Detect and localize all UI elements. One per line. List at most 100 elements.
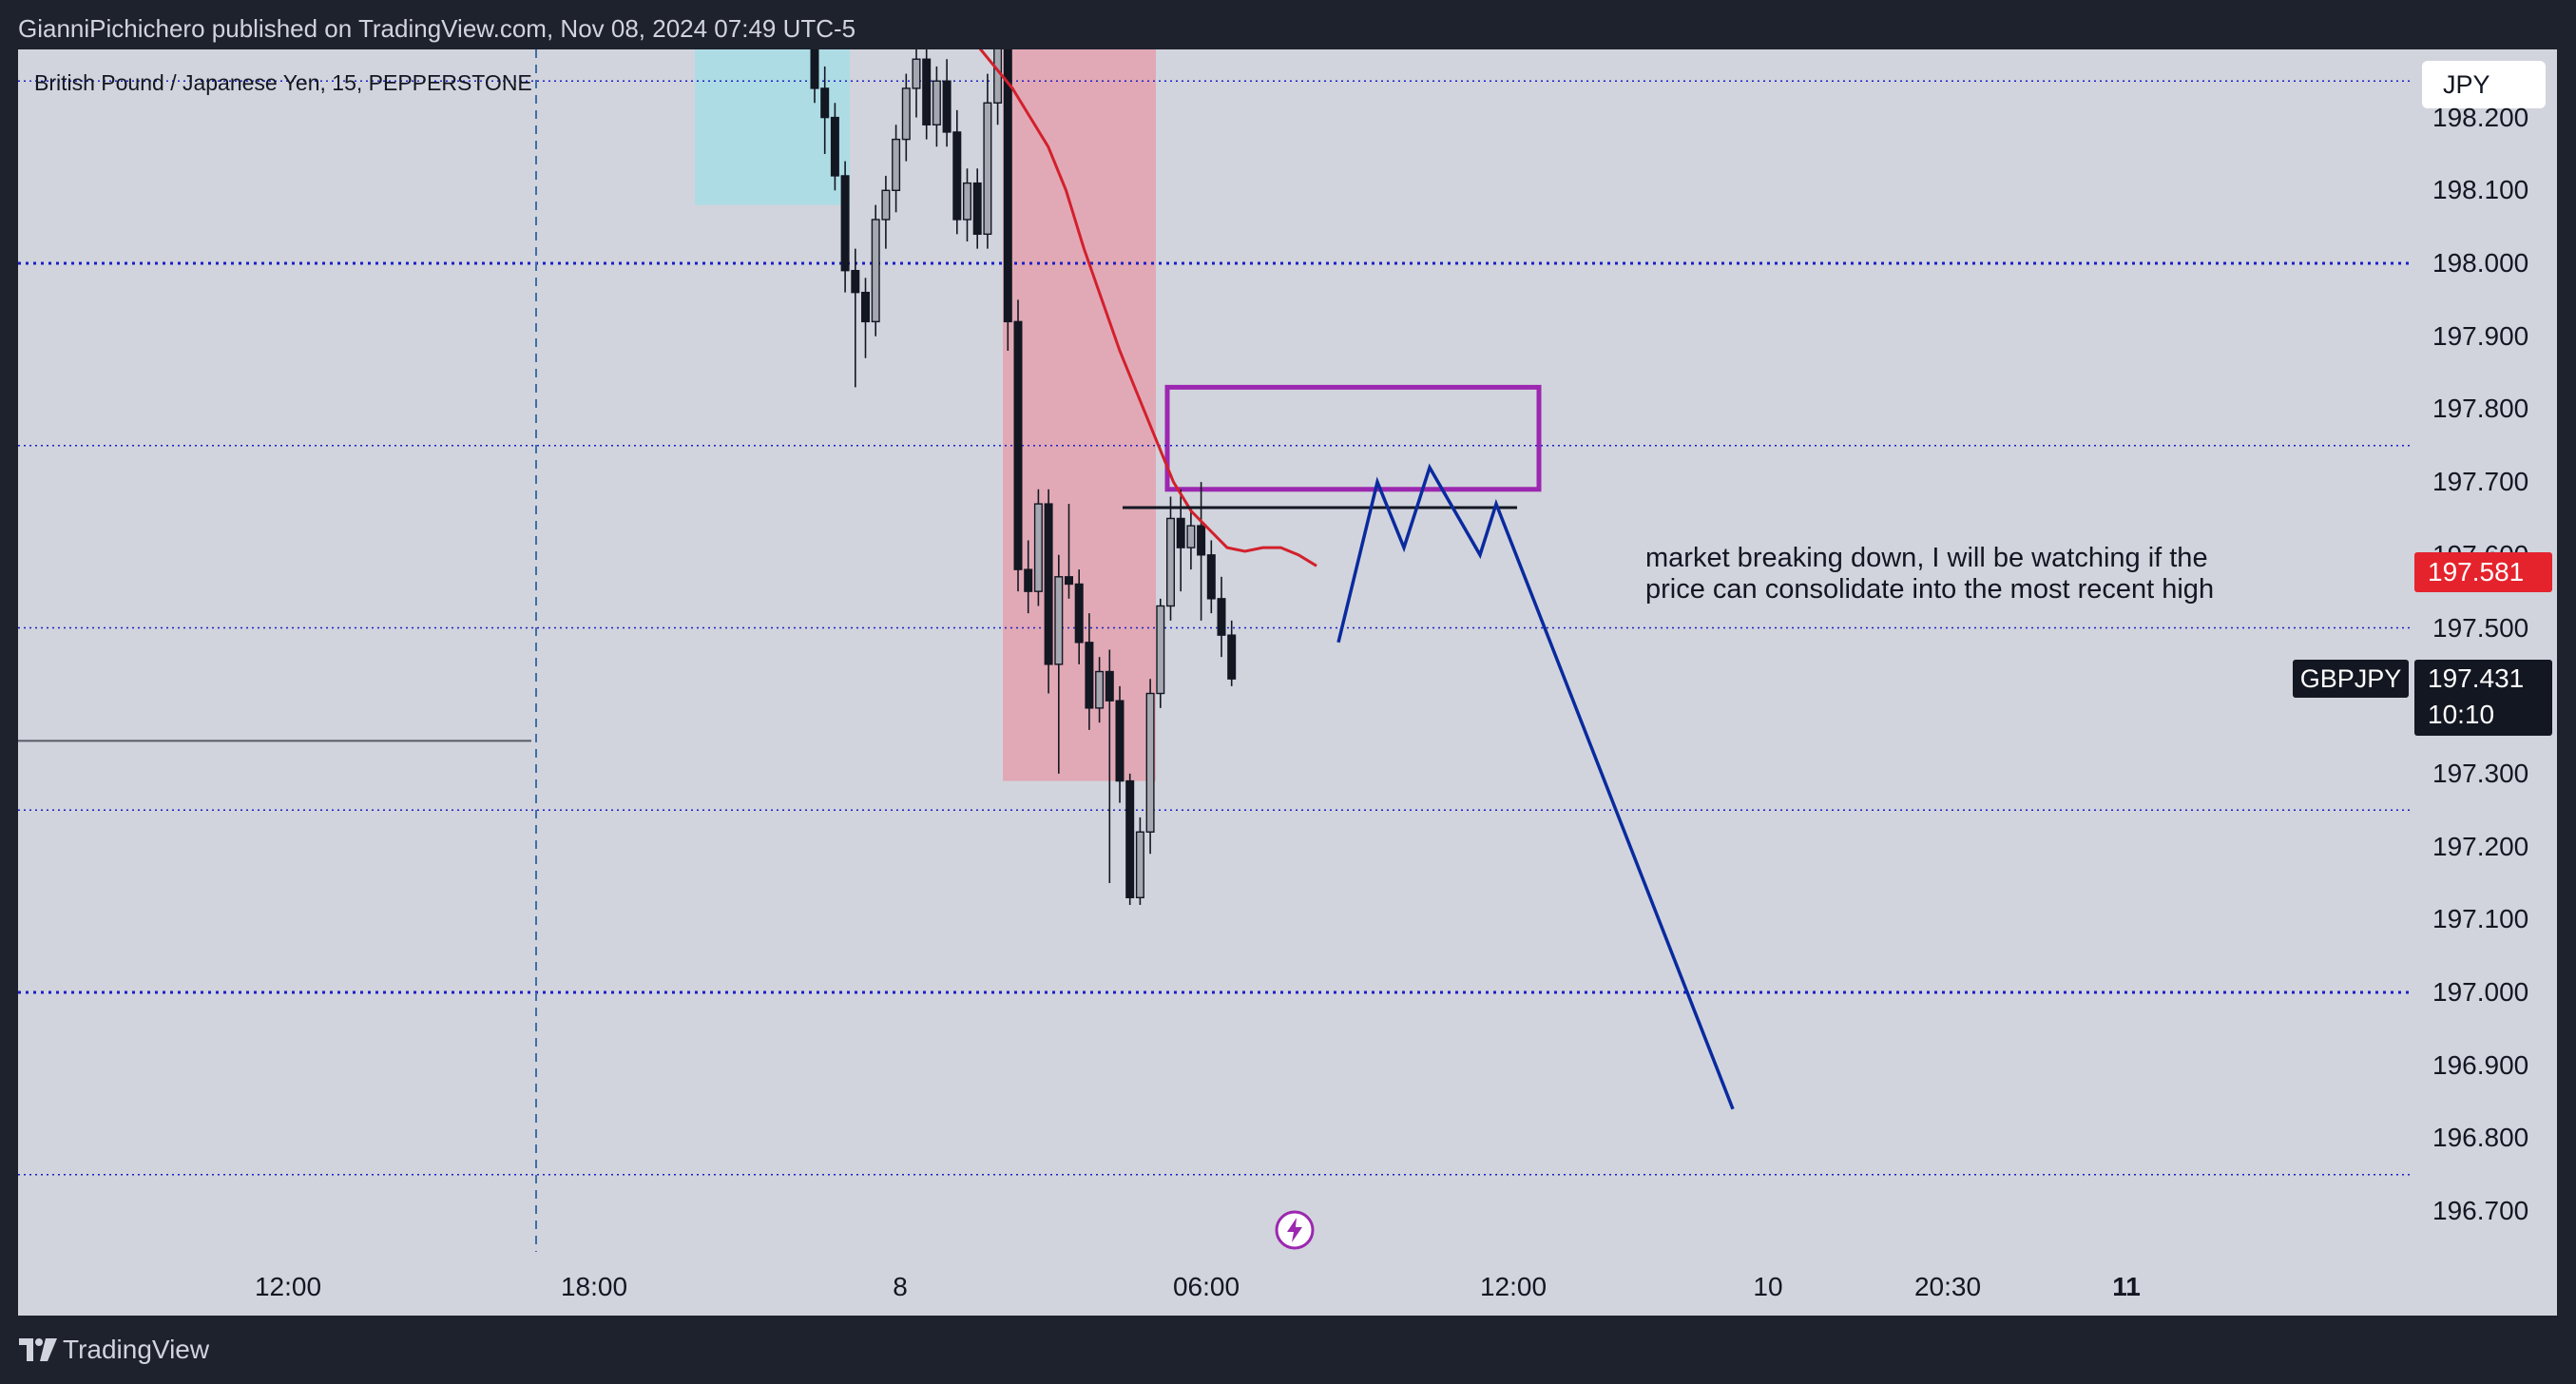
moving-average-line	[978, 49, 1317, 567]
candle-body	[1125, 779, 1135, 898]
candle	[851, 248, 860, 388]
target-box	[1164, 384, 1542, 492]
candle	[1176, 489, 1185, 592]
candle	[1165, 496, 1175, 621]
price-tick-label: 197.800	[2432, 394, 2529, 424]
candle-body	[1074, 583, 1084, 644]
candle	[952, 109, 962, 235]
candle-body	[892, 138, 901, 191]
candle	[871, 204, 880, 336]
candle-body	[1227, 634, 1237, 680]
candle-body	[1105, 670, 1114, 702]
candle	[963, 168, 972, 241]
candle	[1135, 817, 1144, 905]
candle	[1227, 620, 1237, 686]
candle-body	[952, 131, 962, 221]
candle-body	[912, 58, 921, 89]
candle-body	[963, 182, 972, 221]
last-price-label: 197.431 10:10	[2414, 660, 2552, 736]
candle-body	[1013, 320, 1023, 570]
supply-zone	[1003, 49, 1156, 781]
chart-canvas[interactable]	[18, 49, 2557, 1316]
candle	[1105, 649, 1114, 883]
candle	[1156, 598, 1165, 708]
candle-body	[932, 80, 941, 125]
time-tick-label: 10	[1753, 1272, 1783, 1301]
candle	[1186, 510, 1196, 570]
candle-body	[972, 182, 982, 236]
chart-annotation-text[interactable]: market breaking down, I will be watching…	[1645, 543, 2215, 605]
last-price-value: 197.431	[2428, 663, 2525, 693]
currency-button[interactable]: JPY	[2422, 61, 2546, 108]
candle	[942, 59, 952, 147]
candle	[1074, 569, 1084, 664]
candle	[922, 49, 932, 140]
tradingview-logo-icon[interactable]	[19, 1338, 57, 1361]
projection-path	[1336, 463, 1735, 1110]
candle	[1064, 504, 1073, 599]
candle	[1217, 576, 1226, 658]
candle-body	[1085, 642, 1094, 709]
lightning-bolt-icon[interactable]	[1274, 1209, 1316, 1251]
candle-body	[1024, 568, 1033, 592]
price-tick-label: 197.100	[2432, 904, 2529, 934]
candle	[830, 103, 839, 191]
candle	[1115, 685, 1125, 803]
candle	[912, 49, 921, 118]
candles-layer	[810, 49, 1237, 905]
candle-body	[993, 49, 1003, 104]
candle-body	[820, 87, 830, 119]
candle-body	[1095, 670, 1105, 709]
candle-body	[810, 49, 819, 89]
candle-body	[942, 80, 952, 133]
candle	[901, 73, 911, 162]
candle-body	[1165, 517, 1175, 607]
candle-body	[922, 58, 932, 125]
time-tick-label: 8	[893, 1272, 908, 1301]
candle	[1054, 554, 1064, 774]
candle	[881, 175, 891, 249]
time-tick-label: 11	[2112, 1272, 2141, 1301]
candle	[810, 49, 819, 104]
candle-body	[1145, 692, 1155, 833]
candle	[1125, 773, 1135, 905]
price-tick-label: 198.000	[2432, 248, 2529, 278]
price-tick-label: 198.200	[2432, 102, 2529, 132]
candle	[1095, 657, 1105, 723]
candle	[1145, 679, 1155, 855]
candle	[861, 278, 871, 358]
price-tick-label: 197.300	[2432, 758, 2529, 788]
candle-body	[1206, 554, 1216, 600]
time-tick-label: 12:00	[1479, 1272, 1548, 1301]
candle-body	[1054, 576, 1064, 665]
price-label-ma: 197.581	[2414, 552, 2552, 592]
price-tick-label: 196.800	[2432, 1123, 2529, 1153]
candle-body	[1003, 49, 1012, 323]
candle	[1044, 489, 1053, 694]
chart-panel[interactable]: British Pound / Japanese Yen, 15, PEPPER…	[18, 49, 2557, 1316]
zones-layer	[695, 49, 1542, 781]
candle	[1206, 540, 1216, 614]
candle	[1033, 489, 1043, 606]
candle	[1003, 49, 1012, 352]
time-tick-label: 18:00	[560, 1272, 628, 1301]
bar-countdown: 10:10	[2428, 700, 2495, 729]
candle-body	[983, 102, 992, 236]
price-tick-label: 197.700	[2432, 467, 2529, 497]
candle	[1197, 482, 1206, 621]
tradingview-brand-text[interactable]: TradingView	[63, 1335, 210, 1364]
demand-zone	[695, 49, 850, 205]
candle-body	[1064, 576, 1073, 586]
candle-body	[1176, 517, 1185, 548]
price-tick-label: 197.900	[2432, 320, 2529, 351]
candle-body	[1115, 700, 1125, 782]
candle-body	[1217, 598, 1226, 636]
candle-body	[1033, 503, 1043, 592]
time-tick-label: 06:00	[1172, 1272, 1240, 1301]
candle-body	[851, 269, 860, 294]
candle-body	[1135, 831, 1144, 898]
candle-body	[1197, 525, 1206, 556]
price-tick-label: 196.700	[2432, 1196, 2529, 1226]
overlay-layer	[978, 49, 1735, 1110]
candle-body	[871, 219, 880, 323]
